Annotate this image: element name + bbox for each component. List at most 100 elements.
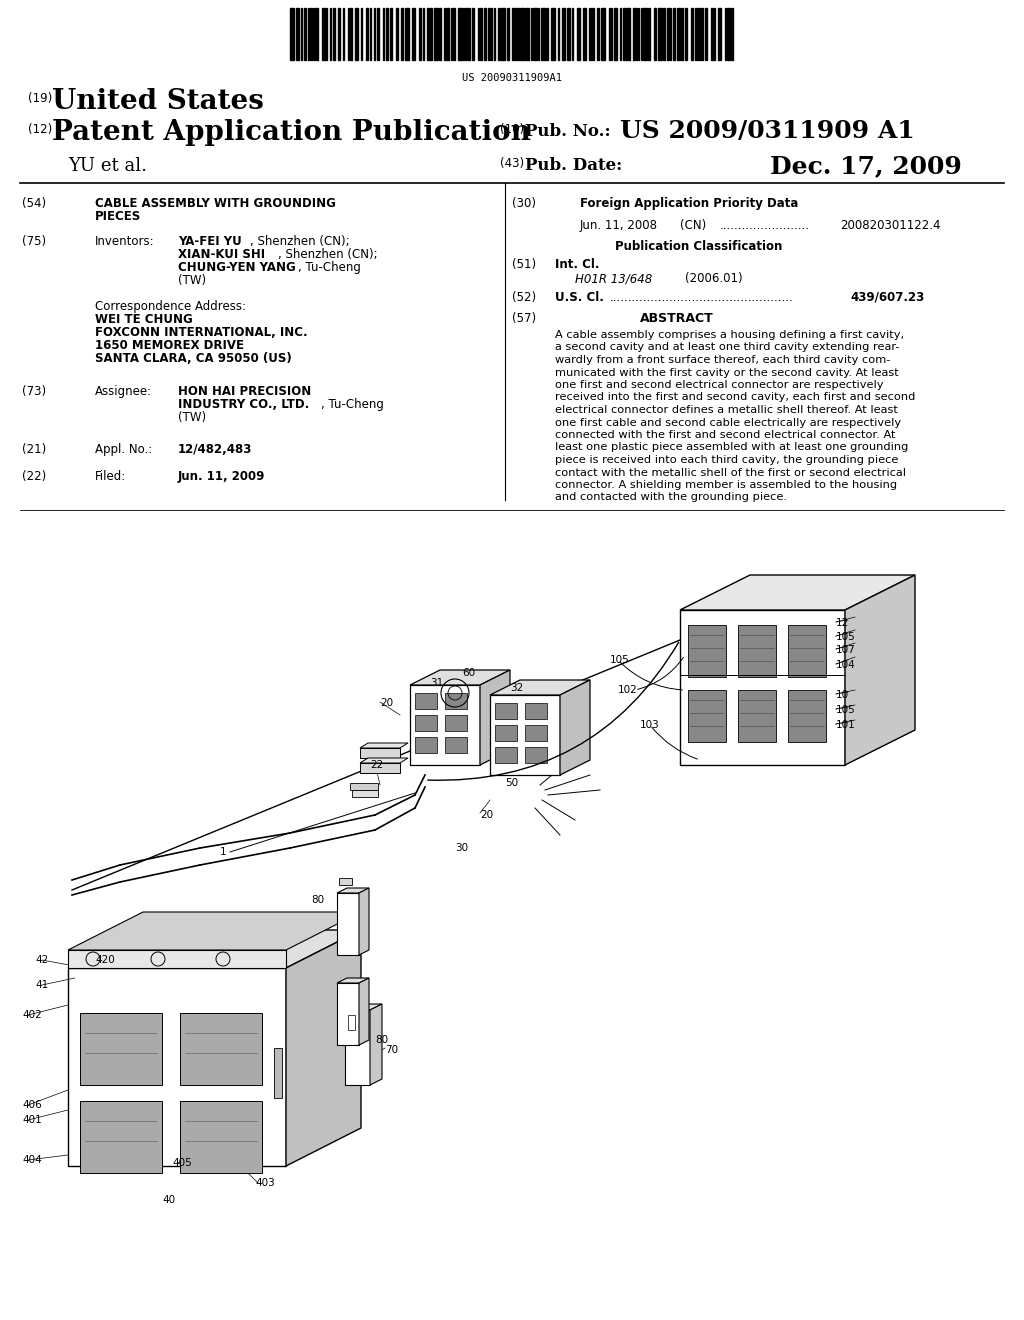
Polygon shape — [788, 690, 826, 742]
Text: connector. A shielding member is assembled to the housing: connector. A shielding member is assembl… — [555, 480, 897, 490]
Bar — [695, 8, 697, 59]
Text: least one plastic piece assembled with at least one grounding: least one plastic piece assembled with a… — [555, 442, 908, 453]
Text: U.S. Cl.: U.S. Cl. — [555, 290, 604, 304]
Text: H01R 13/648: H01R 13/648 — [575, 272, 652, 285]
Polygon shape — [359, 888, 369, 954]
Bar — [484, 8, 486, 59]
Text: 22: 22 — [370, 760, 383, 770]
Text: Filed:: Filed: — [95, 470, 126, 483]
Text: Publication Classification: Publication Classification — [615, 240, 782, 253]
Text: 1: 1 — [220, 847, 226, 857]
Text: 12/482,483: 12/482,483 — [178, 444, 252, 455]
Bar — [434, 8, 438, 59]
Text: 70: 70 — [385, 1045, 398, 1055]
Text: 41: 41 — [35, 979, 48, 990]
Text: , Tu-Cheng: , Tu-Cheng — [321, 399, 384, 411]
Text: connected with the first and second electrical connector. At: connected with the first and second elec… — [555, 430, 896, 440]
Bar — [562, 8, 565, 59]
Polygon shape — [445, 693, 467, 709]
Bar — [727, 8, 730, 59]
Text: 420: 420 — [95, 954, 115, 965]
Bar — [333, 8, 335, 59]
Bar — [465, 8, 467, 59]
Polygon shape — [490, 680, 590, 696]
Polygon shape — [345, 1010, 370, 1085]
Bar — [488, 8, 490, 59]
Polygon shape — [415, 715, 437, 731]
Polygon shape — [337, 978, 369, 983]
Bar — [718, 8, 721, 59]
Bar — [623, 8, 625, 59]
Polygon shape — [680, 576, 915, 610]
Bar — [601, 8, 605, 59]
Bar — [705, 8, 707, 59]
Text: 30: 30 — [455, 843, 468, 853]
Text: .................................................: ........................................… — [610, 290, 794, 304]
Text: Pub. Date:: Pub. Date: — [525, 157, 623, 174]
Text: 105: 105 — [836, 705, 856, 715]
Bar — [290, 8, 294, 59]
Text: US 2009/0311909 A1: US 2009/0311909 A1 — [620, 119, 914, 143]
Bar — [567, 8, 570, 59]
Bar — [453, 8, 455, 59]
Bar — [698, 8, 700, 59]
Text: a second cavity and at least one third cavity extending rear-: a second cavity and at least one third c… — [555, 342, 899, 352]
Text: (CN): (CN) — [680, 219, 707, 232]
Text: CABLE ASSEMBLY WITH GROUNDING: CABLE ASSEMBLY WITH GROUNDING — [95, 197, 336, 210]
Text: (TW): (TW) — [178, 275, 206, 286]
Bar — [667, 8, 669, 59]
Polygon shape — [788, 624, 826, 677]
Polygon shape — [445, 715, 467, 731]
Text: PIECES: PIECES — [95, 210, 141, 223]
Text: (73): (73) — [22, 385, 46, 399]
Bar — [501, 8, 505, 59]
Text: Pub. No.:: Pub. No.: — [525, 123, 610, 140]
Text: , Shenzhen (CN);: , Shenzhen (CN); — [250, 235, 349, 248]
Polygon shape — [445, 737, 467, 752]
Bar — [731, 8, 733, 59]
Polygon shape — [337, 983, 359, 1045]
Bar — [386, 8, 388, 59]
Text: , Tu-Cheng: , Tu-Cheng — [298, 261, 360, 275]
Text: (12): (12) — [28, 123, 52, 136]
Bar — [401, 8, 403, 59]
Text: 60: 60 — [462, 668, 475, 678]
Bar — [390, 8, 392, 59]
Bar — [663, 8, 665, 59]
Bar — [685, 8, 687, 59]
Polygon shape — [688, 690, 726, 742]
Polygon shape — [359, 978, 369, 1045]
Bar — [633, 8, 635, 59]
Text: 402: 402 — [22, 1010, 42, 1020]
Text: (52): (52) — [512, 290, 537, 304]
Bar — [541, 8, 545, 59]
Bar — [515, 8, 519, 59]
Bar — [691, 8, 693, 59]
Polygon shape — [560, 680, 590, 775]
Text: FOXCONN INTERNATIONAL, INC.: FOXCONN INTERNATIONAL, INC. — [95, 326, 307, 339]
Polygon shape — [410, 685, 480, 766]
Polygon shape — [525, 725, 547, 741]
Text: ........................: ........................ — [720, 219, 810, 232]
Text: US 20090311909A1: US 20090311909A1 — [463, 73, 562, 83]
Bar — [446, 8, 449, 59]
Text: (57): (57) — [512, 312, 537, 325]
Polygon shape — [68, 950, 286, 968]
Text: 105: 105 — [836, 632, 856, 642]
Text: 31: 31 — [430, 678, 443, 688]
Polygon shape — [337, 894, 359, 954]
Polygon shape — [680, 610, 845, 766]
Text: CHUNG-YEN YANG: CHUNG-YEN YANG — [178, 261, 296, 275]
Bar — [316, 8, 318, 59]
Bar — [626, 8, 630, 59]
Text: municated with the first cavity or the second cavity. At least: municated with the first cavity or the s… — [555, 367, 899, 378]
Text: 1650 MEMOREX DRIVE: 1650 MEMOREX DRIVE — [95, 339, 244, 352]
Polygon shape — [370, 1005, 382, 1085]
Polygon shape — [415, 693, 437, 709]
Bar — [643, 8, 647, 59]
Text: contact with the metallic shell of the first or second electrical: contact with the metallic shell of the f… — [555, 467, 906, 478]
Text: (54): (54) — [22, 197, 46, 210]
Text: piece is received into each third cavity, the grounding piece: piece is received into each third cavity… — [555, 455, 898, 465]
Polygon shape — [410, 671, 510, 685]
Text: 32: 32 — [510, 682, 523, 693]
